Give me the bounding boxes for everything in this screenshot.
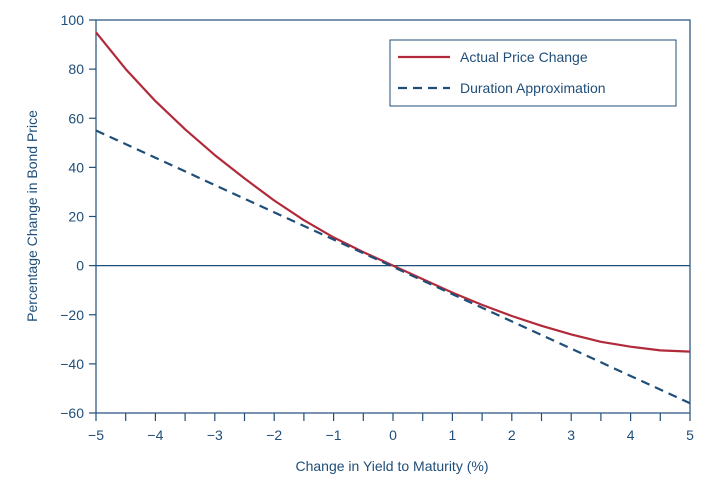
x-tick-label: 3 [567,427,575,443]
y-tick-label: −20 [60,307,84,323]
x-tick-label: −3 [207,427,223,443]
legend-label-duration: Duration Approximation [460,80,606,96]
y-tick-label: 60 [68,110,84,126]
x-tick-label: 4 [627,427,635,443]
x-tick-label: −4 [147,427,163,443]
series-duration-approximation [95,129,691,405]
y-axis-label: Percentage Change in Bond Price [24,110,40,322]
y-tick-label: 20 [68,209,84,225]
x-tick-label: 2 [508,427,516,443]
x-axis-label: Change in Yield to Maturity (%) [296,458,489,474]
x-tick-label: −1 [326,427,342,443]
y-tick-label: 80 [68,61,84,77]
series-actual-price-change [95,31,691,353]
x-tick-label: −2 [266,427,282,443]
x-tick-label: 5 [686,427,694,443]
y-tick-label: 0 [76,258,84,274]
y-tick-label: −40 [60,356,84,372]
x-tick-label: −5 [88,427,104,443]
y-tick-label: 100 [61,12,85,28]
y-tick-label: 40 [68,159,84,175]
series-layer [95,31,691,405]
y-tick-label: −60 [60,405,84,421]
x-tick-label: 0 [389,427,397,443]
legend-label-actual: Actual Price Change [460,49,588,65]
legend: Actual Price Change Duration Approximati… [389,39,677,107]
axis-layer: −60 −40 −20 0 20 40 60 80 100 −5 −4 −3 −2 −1 0 1 2 3 4 5 [60,12,694,443]
legend-box [389,39,677,107]
x-tick-label: 1 [449,427,457,443]
